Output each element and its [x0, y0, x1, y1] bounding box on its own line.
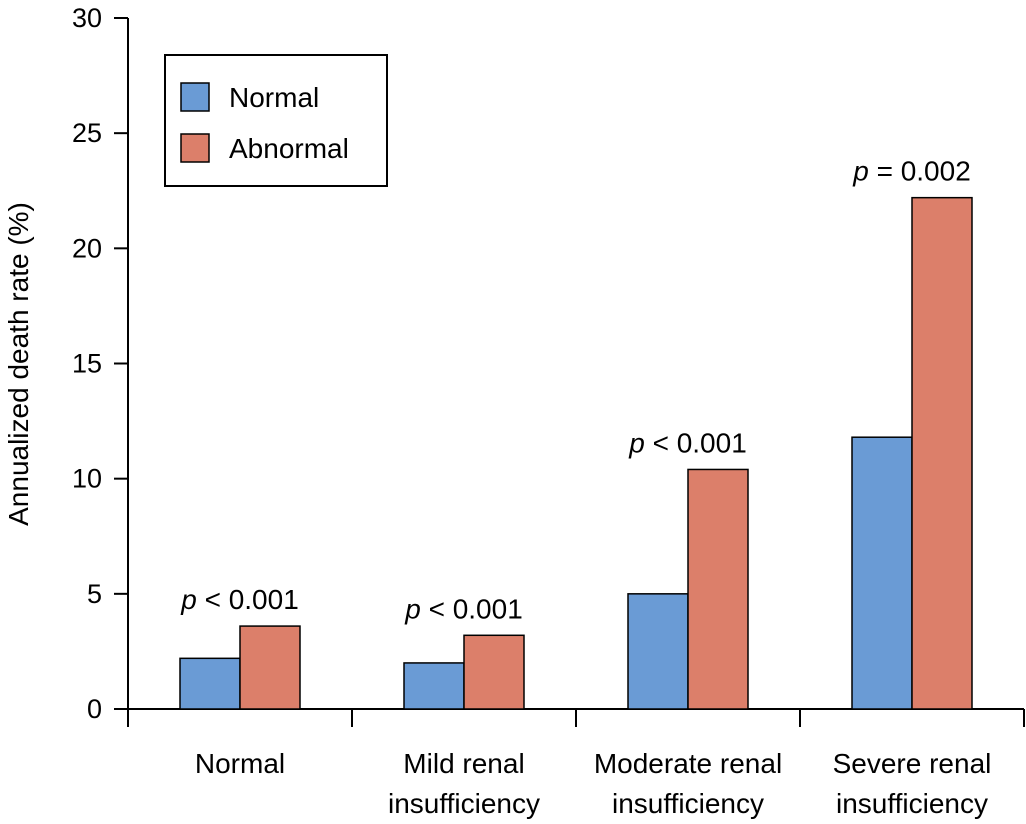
legend-swatch-normal — [180, 82, 210, 112]
category-labels: Normal Mild renal insufficiency Moderate re… — [195, 748, 992, 819]
category-label: Mild renal insufficiency — [388, 748, 540, 819]
p-value-label: p < 0.001 — [628, 427, 747, 458]
bar-abnormal — [463, 634, 525, 710]
legend-label-normal: Normal — [229, 82, 319, 113]
legend-swatch-abnormal — [180, 133, 210, 163]
bar-normal — [179, 657, 241, 710]
category-label: Severe renal insufficiency — [833, 748, 992, 819]
category-label: Normal — [195, 748, 285, 779]
y-tick-label: 15 — [72, 349, 102, 379]
category-label: Moderate renal insufficiency — [594, 748, 782, 819]
bar-abnormal — [911, 196, 973, 710]
y-tick-label: 30 — [72, 3, 102, 33]
bar-normal — [627, 593, 689, 710]
p-value-label: p < 0.001 — [180, 584, 299, 615]
y-tick-label: 5 — [87, 579, 102, 609]
y-tick-label: 0 — [87, 694, 102, 724]
y-tick-label: 10 — [72, 464, 102, 494]
y-axis-title: Annualized death rate (%) — [3, 202, 34, 526]
bars — [179, 196, 973, 710]
bar-abnormal — [687, 468, 749, 710]
bar-normal — [403, 662, 465, 710]
bar-normal — [851, 436, 913, 710]
p-value-label: p < 0.001 — [404, 593, 523, 624]
bar-abnormal — [239, 625, 301, 710]
y-tick-label: 20 — [72, 233, 102, 263]
p-value-annotations: p < 0.001 p < 0.001 p < 0.001 p = 0.002 — [180, 156, 971, 625]
y-tick-label: 25 — [72, 118, 102, 148]
legend: Normal Abnormal — [164, 54, 388, 187]
legend-box — [164, 54, 388, 187]
legend-label-abnormal: Abnormal — [229, 133, 349, 164]
p-value-label: p = 0.002 — [852, 156, 971, 187]
